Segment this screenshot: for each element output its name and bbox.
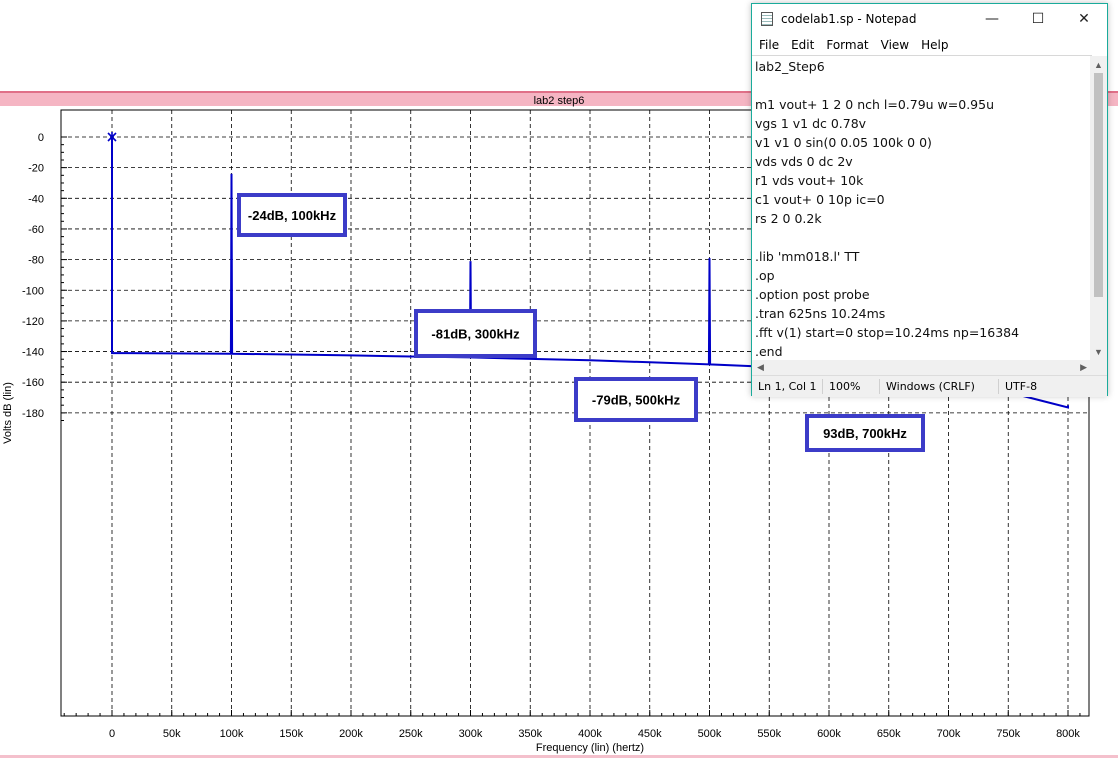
menu-file[interactable]: File	[759, 38, 780, 52]
text-line: m1 vout+ 1 2 0 nch l=0.79u w=0.95u	[755, 97, 995, 112]
annotation-text: -81dB, 300kHz	[431, 327, 520, 342]
menu-view[interactable]: View	[880, 38, 910, 52]
x-axis-label: Frequency (lin) (hertz)	[536, 742, 644, 754]
y-tick-label: -40	[28, 193, 44, 205]
x-tick-label: 550k	[757, 728, 781, 740]
y-tick-label: -60	[28, 224, 44, 236]
text-line: r1 vds vout+ 10k	[755, 173, 864, 188]
x-tick-label: 100k	[220, 728, 244, 740]
annotation-box	[574, 377, 698, 422]
notepad-title-bar[interactable]: codelab1.sp - Notepad — ☐ ✕	[752, 4, 1107, 34]
annotation-text: -79dB, 500kHz	[592, 393, 681, 408]
y-tick-labels: 0 -20 -40 -60 -80 -100 -120 -140 -160 -180	[22, 132, 44, 420]
x-tick-labels: 0 50k 100k 150k 200k 250k 300k 350k 400k 450k 500k…	[109, 728, 1080, 740]
close-icon[interactable]: ✕	[1078, 11, 1090, 27]
text-line: .option post probe	[755, 287, 870, 302]
scroll-left-icon[interactable]: ◀	[757, 362, 764, 372]
text-line: lab2_Step6	[755, 59, 825, 74]
axis-ticks	[61, 136, 1081, 716]
scrollbar-corner	[1090, 360, 1107, 375]
x-tick-label: 250k	[399, 728, 423, 740]
status-line-ending: Windows (CRLF)	[880, 379, 999, 394]
y-tick-label: -140	[22, 347, 44, 359]
menu-edit[interactable]: Edit	[791, 38, 815, 52]
text-line: .lib 'mm018.l' TT	[755, 249, 860, 264]
text-line: .op	[755, 268, 775, 283]
annotations: -24dB, 100kHz -81dB, 300kHz -79dB, 500kHz 9…	[237, 193, 925, 452]
text-line	[752, 228, 1092, 247]
x-tick-label: 400k	[578, 728, 602, 740]
x-tick-label: 300k	[459, 728, 483, 740]
notepad-app-icon	[761, 12, 773, 26]
y-tick-label: -160	[22, 377, 44, 389]
x-tick-label: 0	[109, 728, 115, 740]
x-tick-label: 50k	[163, 728, 181, 740]
annotation-box	[414, 309, 537, 358]
scroll-down-icon[interactable]: ▼	[1094, 346, 1103, 357]
x-tick-label: 450k	[638, 728, 662, 740]
x-tick-label: 650k	[877, 728, 901, 740]
y-tick-label: -20	[28, 163, 44, 175]
annotation-label: -81dB, 300kHz	[414, 309, 537, 358]
minimize-icon[interactable]: —	[985, 11, 999, 27]
vertical-scrollbar[interactable]: ▲ ▼	[1090, 56, 1107, 360]
x-tick-label: 500k	[698, 728, 722, 740]
y-tick-label: -180	[22, 408, 44, 420]
text-line	[752, 76, 1092, 95]
annotation-box	[237, 193, 347, 237]
trace-start-marker	[107, 132, 117, 142]
y-tick-label: -120	[22, 316, 44, 328]
notepad-text-area[interactable]: lab2_Step6 m1 vout+ 1 2 0 nch l=0.79u w=…	[752, 55, 1092, 361]
notepad-window[interactable]: codelab1.sp - Notepad — ☐ ✕ File Edit Fo…	[751, 3, 1108, 397]
x-tick-label: 800k	[1056, 728, 1080, 740]
text-line: .tran 625ns 10.24ms	[755, 306, 886, 321]
x-tick-label: 600k	[817, 728, 841, 740]
y-tick-label: -100	[22, 285, 44, 297]
annotation-text: 93dB, 700kHz	[823, 426, 907, 441]
y-axis-label: Volts dB (lin)	[2, 382, 14, 444]
status-zoom: 100%	[823, 379, 880, 394]
annotation-label: -24dB, 100kHz	[237, 193, 347, 237]
notepad-window-title: codelab1.sp - Notepad	[781, 12, 917, 26]
notepad-menu-bar: File Edit Format View Help	[752, 35, 1107, 55]
annotation-box	[805, 414, 925, 452]
text-line: vgs 1 v1 dc 0.78v	[755, 116, 867, 131]
text-line: .end	[755, 344, 783, 359]
status-encoding: UTF-8	[1005, 380, 1038, 393]
horizontal-scrollbar[interactable]: ◀ ▶	[752, 360, 1092, 375]
text-line: v1 v1 0 sin(0 0.05 100k 0 0)	[755, 135, 932, 150]
text-line: rs 2 0 0.2k	[755, 211, 822, 226]
scroll-thumb[interactable]	[1094, 73, 1103, 297]
x-tick-label: 750k	[996, 728, 1020, 740]
scroll-right-icon[interactable]: ▶	[1080, 362, 1087, 372]
x-tick-label: 350k	[518, 728, 542, 740]
menu-help[interactable]: Help	[921, 38, 949, 52]
maximize-icon[interactable]: ☐	[1031, 11, 1045, 27]
text-line: c1 vout+ 0 10p ic=0	[755, 192, 885, 207]
status-cursor-position: Ln 1, Col 1	[752, 379, 823, 394]
annotation-label: -79dB, 500kHz	[574, 377, 698, 422]
plot-bottom-edge	[0, 755, 1118, 758]
y-tick-label: 0	[38, 132, 44, 144]
title-bar-edge	[0, 91, 1118, 93]
text-line: .fft v(1) start=0 stop=10.24ms np=16384	[755, 325, 1020, 340]
y-tick-label: -80	[28, 255, 44, 267]
text-line: vds vds 0 dc 2v	[755, 154, 853, 169]
x-tick-label: 150k	[279, 728, 303, 740]
notepad-status-bar: Ln 1, Col 1 100% Windows (CRLF) UTF-8	[752, 375, 1107, 397]
x-tick-label: 700k	[937, 728, 961, 740]
plot-title: lab2 step6	[534, 95, 585, 107]
annotation-text: -24dB, 100kHz	[248, 208, 337, 223]
x-tick-label: 200k	[339, 728, 363, 740]
annotation-label: 93dB, 700kHz	[805, 414, 925, 452]
scroll-up-icon[interactable]: ▲	[1094, 59, 1103, 70]
netlist-text: lab2_Step6 m1 vout+ 1 2 0 nch l=0.79u w=…	[752, 57, 1092, 361]
menu-format[interactable]: Format	[826, 38, 869, 52]
